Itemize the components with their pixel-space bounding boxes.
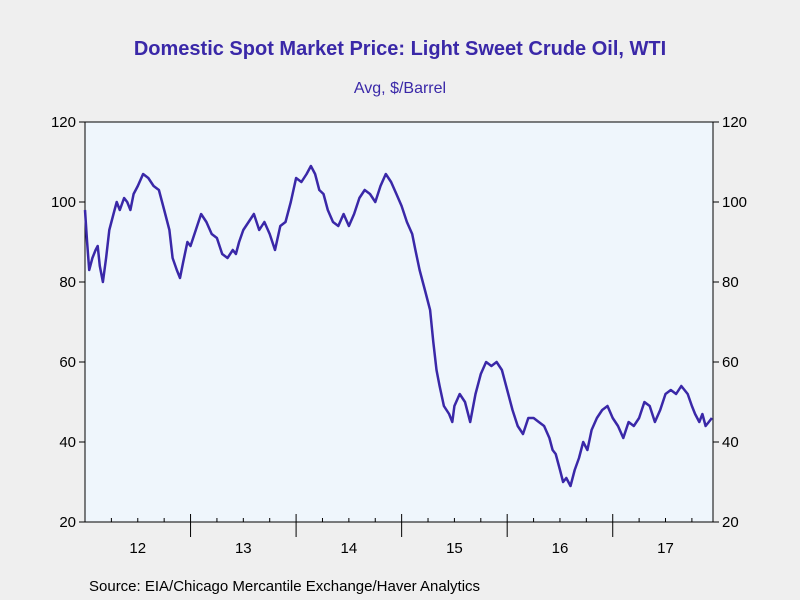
x-tick-label: 15 <box>446 540 463 557</box>
y-tick-label-left: 60 <box>59 354 76 371</box>
y-tick-label-right: 100 <box>722 194 747 211</box>
y-tick-label-right: 20 <box>722 514 739 531</box>
y-tick-label-left: 40 <box>59 434 76 451</box>
x-tick-label: 16 <box>552 540 569 557</box>
y-tick-label-left: 20 <box>59 514 76 531</box>
axis-ticks <box>79 121 719 537</box>
axis-tick-labels: 20 20 40 40 60 60 80 80 100 100 120 120 12 13 14 15 16 17 <box>51 114 747 557</box>
x-tick-label: 12 <box>129 540 146 557</box>
plot-area <box>84 121 714 523</box>
y-tick-label-right: 60 <box>722 354 739 371</box>
y-tick-label-left: 80 <box>59 274 76 291</box>
chart-title: Domestic Spot Market Price: Light Sweet … <box>133 38 667 60</box>
chart-subtitle: Avg, $/Barrel <box>353 80 447 97</box>
x-tick-label: 14 <box>341 540 358 557</box>
y-tick-label-left: 120 <box>51 114 76 131</box>
y-tick-label-right: 80 <box>722 274 739 291</box>
source-note: Source: EIA/Chicago Mercantile Exchange/… <box>89 578 481 595</box>
x-tick-label: 13 <box>235 540 252 557</box>
price-series-line <box>83 164 713 488</box>
y-tick-label-left: 100 <box>51 194 76 211</box>
y-tick-label-right: 120 <box>722 114 747 131</box>
y-tick-label-right: 40 <box>722 434 739 451</box>
x-tick-label: 17 <box>657 540 674 557</box>
